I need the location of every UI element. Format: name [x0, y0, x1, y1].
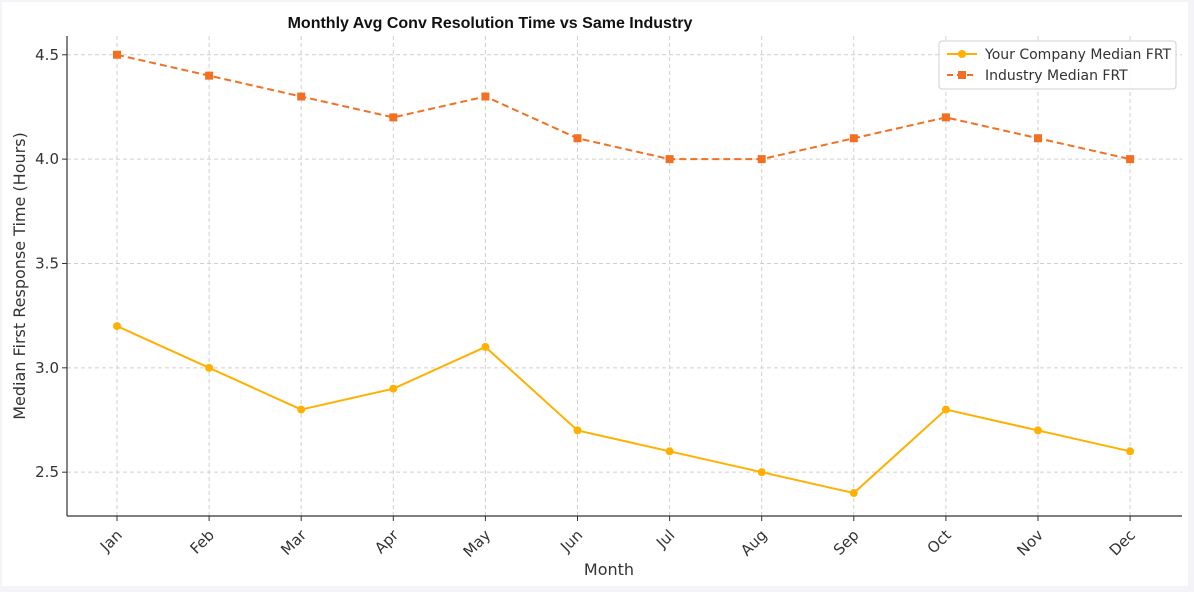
series-group: [113, 50, 1135, 498]
data-point: [941, 405, 950, 414]
x-tick-label: Jul: [652, 526, 678, 552]
series-industry: [113, 50, 1135, 164]
x-tick-label: May: [460, 526, 495, 561]
data-point: [849, 134, 858, 143]
data-point: [757, 468, 766, 477]
data-point: [1126, 447, 1135, 456]
series-line: [116, 53, 1131, 161]
y-tick-label: 2.5: [35, 463, 59, 481]
legend-label-industry: Industry Median FRT: [985, 68, 1128, 84]
y-tick-label: 3.5: [35, 254, 59, 272]
legend-marker-industry: [958, 71, 966, 79]
legend-marker-company: [958, 50, 966, 58]
data-point: [573, 134, 582, 143]
data-point: [481, 92, 490, 101]
legend-box: [938, 40, 1177, 90]
x-tick-label: Jun: [556, 526, 586, 556]
data-point: [849, 489, 858, 498]
x-tick-label: Nov: [1013, 526, 1047, 560]
legend: Your Company Median FRT Industry Median …: [938, 40, 1177, 90]
data-point: [1034, 426, 1042, 435]
x-tick-label: Oct: [924, 526, 955, 557]
data-point: [665, 447, 674, 456]
data-point: [1126, 155, 1135, 164]
x-tick-label: Dec: [1106, 526, 1139, 559]
data-point: [297, 92, 306, 101]
data-point: [205, 363, 214, 372]
x-tick-label: Feb: [186, 526, 218, 558]
data-point: [389, 384, 398, 393]
chart-canvas: Monthly Avg Conv Resolution Time vs Same…: [10, 15, 1182, 579]
y-tick-label: 4.5: [35, 46, 59, 64]
x-tick-label: Aug: [737, 526, 770, 559]
series-line: [116, 325, 1131, 495]
x-tick-label: Mar: [277, 526, 310, 559]
y-tick-label: 3.0: [35, 359, 59, 377]
x-tick-label: Sep: [830, 526, 863, 559]
legend-label-company: Your Company Median FRT: [984, 47, 1172, 63]
x-axis-label: Month: [584, 560, 634, 579]
x-tick-label: Jan: [96, 526, 126, 556]
data-point: [757, 155, 766, 164]
data-point: [1034, 134, 1042, 143]
y-ticks: 2.5 3.0 3.5 4.0 4.5: [35, 46, 67, 481]
x-ticks: Jan Feb Mar Apr May Jun Jul Aug Sep Oct Nov Dec: [96, 516, 1139, 561]
data-point: [573, 426, 582, 435]
data-point: [941, 113, 950, 122]
data-point: [297, 405, 306, 414]
chart-title: Monthly Avg Conv Resolution Time vs Same…: [288, 15, 693, 32]
y-tick-label: 4.0: [35, 150, 59, 168]
x-tick-label: Apr: [371, 526, 403, 558]
y-axis-label: Median First Response Time (Hours): [10, 132, 29, 420]
data-point: [665, 155, 674, 164]
data-point: [205, 71, 214, 80]
chart-frame: Monthly Avg Conv Resolution Time vs Same…: [2, 2, 1188, 586]
data-point: [481, 342, 490, 351]
series-company: [113, 322, 1135, 498]
data-point: [389, 113, 398, 122]
grid-lines: [67, 36, 1182, 516]
data-point: [113, 50, 121, 59]
data-point: [113, 322, 121, 331]
